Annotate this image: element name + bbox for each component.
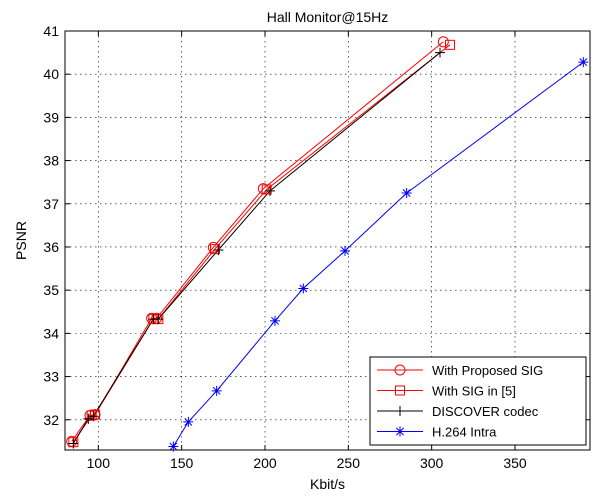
x-tick-label: 350 <box>503 455 527 471</box>
star-marker <box>401 187 412 198</box>
x-axis-label: Kbit/s <box>310 476 345 492</box>
legend-entry: With Proposed SIG <box>432 363 543 378</box>
circle-marker <box>394 364 406 376</box>
star-marker <box>298 283 309 294</box>
plus-marker <box>435 47 445 58</box>
y-tick-label: 40 <box>43 66 59 82</box>
star-marker <box>340 245 350 256</box>
y-tick-label: 38 <box>43 153 59 169</box>
y-tick-label: 37 <box>43 196 59 212</box>
plot-frame <box>64 30 591 451</box>
star-marker <box>395 426 405 437</box>
y-tick-label: 41 <box>43 23 59 39</box>
plus-marker <box>395 406 405 416</box>
legend-entry: H.264 Intra <box>432 425 497 440</box>
axis-ticks: 100 150 200 250 300 350 32 33 34 35 36 37 38 39 40 41 <box>43 23 590 471</box>
y-tick-label: 32 <box>43 412 59 428</box>
star-marker <box>168 441 179 452</box>
legend-entry: DISCOVER codec <box>432 404 539 419</box>
plus-marker <box>153 314 164 325</box>
plus-marker <box>265 185 275 196</box>
star-marker <box>211 385 222 396</box>
square-marker <box>86 410 97 421</box>
y-tick-label: 35 <box>43 282 59 298</box>
square-marker <box>445 39 455 50</box>
plus-marker <box>213 245 224 256</box>
star-marker <box>183 416 194 427</box>
legend-box <box>369 356 587 446</box>
plus-marker <box>68 438 79 449</box>
y-tick-label: 36 <box>43 239 59 255</box>
circle-marker <box>437 36 449 48</box>
star-marker <box>578 57 589 68</box>
legend-entry: With SIG in [5] <box>432 384 516 399</box>
y-tick-label: 39 <box>43 109 59 125</box>
series-markers <box>66 36 589 452</box>
x-tick-label: 150 <box>170 455 194 471</box>
legend: With Proposed SIG With SIG in [5] DISCOVER… <box>369 356 587 446</box>
series-line-h-264-intra <box>172 61 584 447</box>
y-tick-label: 33 <box>43 369 59 385</box>
x-tick-label: 100 <box>87 455 111 471</box>
square-marker <box>261 184 272 195</box>
chart-title: Hall Monitor@15Hz <box>267 9 389 25</box>
square-marker <box>395 385 405 396</box>
y-tick-label: 34 <box>43 325 59 341</box>
square-marker <box>210 244 220 255</box>
square-marker <box>90 409 100 420</box>
plus-marker <box>83 413 94 424</box>
plus-marker <box>88 411 99 422</box>
x-tick-label: 300 <box>420 455 444 471</box>
x-tick-label: 200 <box>253 455 277 471</box>
star-marker <box>270 315 280 326</box>
y-axis-label: PSNR <box>13 221 29 260</box>
x-tick-label: 250 <box>337 455 361 471</box>
